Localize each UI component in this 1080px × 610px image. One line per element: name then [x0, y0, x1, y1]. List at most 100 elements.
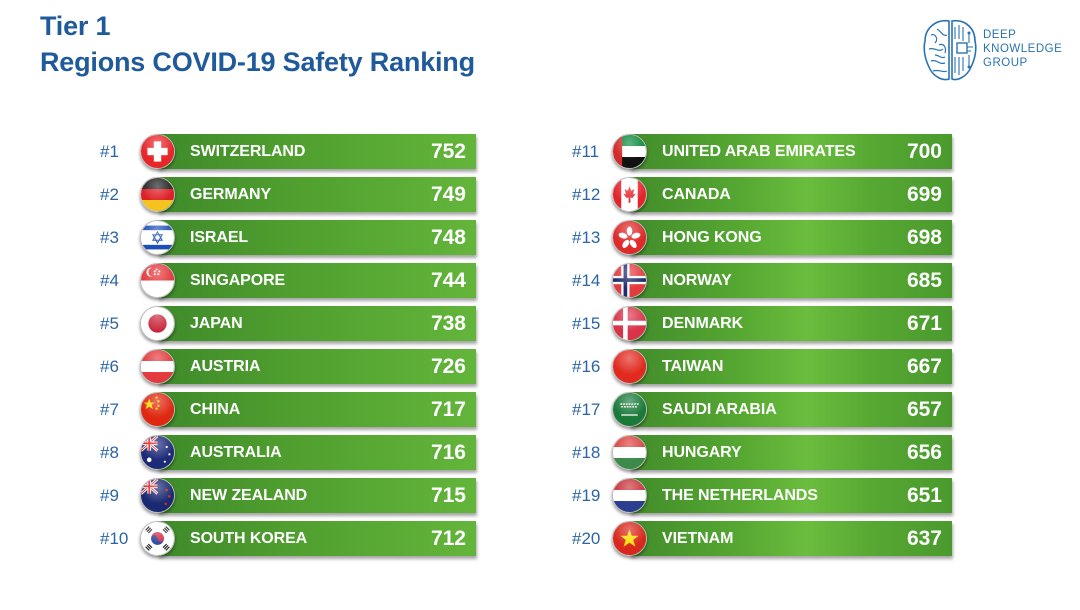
- safety-score: 657: [906, 398, 942, 421]
- rank-label: #19: [572, 486, 601, 505]
- austria-flag-icon: [140, 349, 175, 384]
- region-name: VIETNAM: [662, 530, 734, 547]
- region-name: AUSTRIA: [190, 358, 261, 375]
- safety-score: 744: [430, 269, 466, 292]
- brain-circuit-icon: [923, 19, 977, 81]
- rank-label: #15: [572, 314, 601, 333]
- safety-score: 685: [906, 269, 942, 292]
- score-bar: SWITZERLAND 752: [158, 134, 476, 169]
- region-name: CHINA: [190, 401, 241, 418]
- title-tier: Tier 1: [40, 11, 111, 41]
- safety-score: 715: [430, 484, 466, 507]
- region-name: JAPAN: [190, 315, 243, 332]
- hungary-flag-icon: [612, 435, 647, 470]
- region-name: THE NETHERLANDS: [662, 487, 818, 504]
- region-name: ISRAEL: [190, 229, 249, 246]
- score-bar: UNITED ARAB EMIRATES 700: [630, 134, 952, 169]
- score-bar: DENMARK 671: [630, 306, 952, 341]
- region-name: CANADA: [662, 186, 731, 203]
- safety-score: 637: [906, 527, 942, 550]
- score-bar: NEW ZEALAND 715: [158, 478, 476, 513]
- singapore-flag-icon: [140, 263, 175, 298]
- rank-label: #14: [572, 271, 601, 290]
- ranking-row: #10 SOUTH KOREA 712: [100, 521, 480, 564]
- score-bar: GERMANY 749: [158, 177, 476, 212]
- safety-score: 712: [430, 527, 466, 550]
- deep-knowledge-group-logo: DEEP KNOWLEDGE GROUP: [921, 17, 1071, 83]
- ranking-row: #18 HUNGARY 656: [572, 435, 952, 478]
- score-bar: NORWAY 685: [630, 263, 952, 298]
- score-bar: HONG KONG 698: [630, 220, 952, 255]
- ranking-row: #20 VIETNAM 637: [572, 521, 952, 564]
- ranking-row: #9 NEW ZEALAND 715: [100, 478, 480, 521]
- score-bar: THE NETHERLANDS 651: [630, 478, 952, 513]
- ranking-row: #11 UNITED ARAB EMIRATES 700: [572, 134, 952, 177]
- rank-label: #4: [100, 271, 119, 290]
- ranking-row: #8 AUSTRALIA 716: [100, 435, 480, 478]
- region-name: GERMANY: [190, 186, 272, 203]
- region-name: HUNGARY: [662, 444, 742, 461]
- score-bar: TAIWAN 667: [630, 349, 952, 384]
- israel-flag-icon: [140, 220, 175, 255]
- region-name: NORWAY: [662, 272, 732, 289]
- ranking-row: #3 ISRAEL 748: [100, 220, 480, 263]
- ranking-row: #17 SAUDI ARABIA 657: [572, 392, 952, 435]
- score-bar: CHINA 717: [158, 392, 476, 427]
- region-name: NEW ZEALAND: [190, 487, 308, 504]
- title-ranking: Regions COVID-19 Safety Ranking: [40, 47, 475, 77]
- ranking-column-right: #11 UNITED ARAB EMIRATES 700 #12 CANADA 699 #1…: [572, 134, 952, 564]
- rank-label: #20: [572, 529, 601, 548]
- safety-score: 717: [430, 398, 466, 421]
- uae-flag-icon: [612, 134, 647, 169]
- safety-score: 716: [430, 441, 466, 464]
- logo-text: DEEP KNOWLEDGE GROUP: [983, 28, 1062, 70]
- score-bar: SOUTH KOREA 712: [158, 521, 476, 556]
- region-name: SOUTH KOREA: [190, 530, 308, 547]
- rank-label: #16: [572, 357, 601, 376]
- japan-flag-icon: [140, 306, 175, 341]
- safety-score: 656: [906, 441, 942, 464]
- score-bar: AUSTRALIA 716: [158, 435, 476, 470]
- rank-label: #13: [572, 228, 601, 247]
- score-bar: SINGAPORE 744: [158, 263, 476, 298]
- rank-label: #1: [100, 142, 119, 161]
- hong-kong-flag-icon: [612, 220, 647, 255]
- rank-label: #17: [572, 400, 601, 419]
- rank-label: #11: [572, 142, 600, 161]
- canada-flag-icon: [612, 177, 647, 212]
- rank-label: #10: [100, 529, 129, 548]
- netherlands-flag-icon: [612, 478, 647, 513]
- ranking-row: #4 SINGAPORE 744: [100, 263, 480, 306]
- rank-label: #3: [100, 228, 119, 247]
- saudi-arabia-flag-icon: [612, 392, 647, 427]
- safety-score: 651: [906, 484, 942, 507]
- rank-label: #5: [100, 314, 119, 333]
- safety-score: 671: [906, 312, 942, 335]
- region-name: HONG KONG: [662, 229, 762, 246]
- vietnam-flag-icon: [612, 521, 647, 556]
- rank-label: #7: [100, 400, 119, 419]
- australia-flag-icon: [140, 435, 175, 470]
- ranking-row: #1 SWITZERLAND 752: [100, 134, 480, 177]
- rank-label: #2: [100, 185, 119, 204]
- germany-flag-icon: [140, 177, 175, 212]
- region-name: TAIWAN: [662, 358, 724, 375]
- score-bar: HUNGARY 656: [630, 435, 952, 470]
- ranking-row: #19 THE NETHERLANDS 651: [572, 478, 952, 521]
- score-bar: AUSTRIA 726: [158, 349, 476, 384]
- new-zealand-flag-icon: [140, 478, 175, 513]
- safety-score: 700: [906, 140, 942, 163]
- taiwan-flag-icon: [612, 349, 647, 384]
- rank-label: #8: [100, 443, 119, 462]
- ranking-row: #5 JAPAN 738: [100, 306, 480, 349]
- ranking-row: #16 TAIWAN 667: [572, 349, 952, 392]
- safety-score: 699: [906, 183, 942, 206]
- score-bar: ISRAEL 748: [158, 220, 476, 255]
- ranking-row: #6 AUSTRIA 726: [100, 349, 480, 392]
- region-name: DENMARK: [662, 315, 744, 332]
- rank-label: #18: [572, 443, 601, 462]
- denmark-flag-icon: [612, 306, 647, 341]
- page-title: Tier 1 Regions COVID-19 Safety Ranking: [40, 8, 475, 80]
- logo-line-knowledge: KNOWLEDGE: [983, 43, 1063, 55]
- rank-label: #9: [100, 486, 119, 505]
